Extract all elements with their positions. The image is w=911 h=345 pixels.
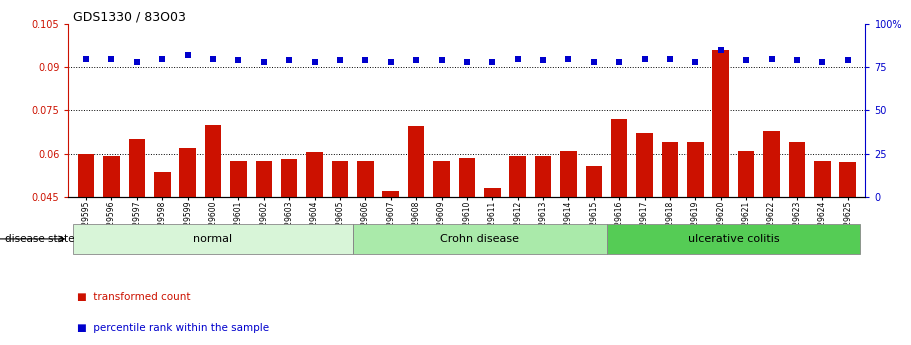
Text: ■  percentile rank within the sample: ■ percentile rank within the sample xyxy=(77,323,270,333)
Text: ■  transformed count: ■ transformed count xyxy=(77,292,191,302)
Bar xyxy=(712,50,729,326)
Bar xyxy=(458,158,476,326)
Bar xyxy=(332,161,348,326)
Bar xyxy=(128,139,145,326)
Bar xyxy=(586,167,602,326)
Bar xyxy=(230,161,247,326)
Bar xyxy=(103,156,119,326)
Bar xyxy=(383,191,399,326)
Bar xyxy=(408,126,425,326)
Bar xyxy=(434,161,450,326)
Bar xyxy=(509,156,526,326)
Text: GDS1330 / 83O03: GDS1330 / 83O03 xyxy=(73,10,186,23)
Bar xyxy=(357,161,374,326)
Text: normal: normal xyxy=(193,234,232,244)
Bar xyxy=(763,130,780,326)
Bar xyxy=(789,142,805,326)
Bar xyxy=(154,172,170,326)
Bar xyxy=(77,154,95,326)
Bar xyxy=(637,134,653,326)
Text: disease state: disease state xyxy=(5,234,74,244)
Text: Crohn disease: Crohn disease xyxy=(440,234,519,244)
Bar xyxy=(839,162,856,326)
Bar xyxy=(560,151,577,326)
Bar xyxy=(611,119,628,326)
Bar xyxy=(256,161,272,326)
Bar xyxy=(205,125,221,326)
Bar xyxy=(535,156,551,326)
Bar xyxy=(607,224,860,254)
Bar xyxy=(281,159,297,326)
Bar xyxy=(179,148,196,326)
Bar xyxy=(74,224,353,254)
Bar xyxy=(814,161,831,326)
Bar xyxy=(687,142,703,326)
Bar xyxy=(306,152,322,326)
Bar xyxy=(661,142,678,326)
Bar xyxy=(738,151,754,326)
Bar xyxy=(484,188,500,326)
Text: ulcerative colitis: ulcerative colitis xyxy=(688,234,779,244)
Bar xyxy=(353,224,607,254)
